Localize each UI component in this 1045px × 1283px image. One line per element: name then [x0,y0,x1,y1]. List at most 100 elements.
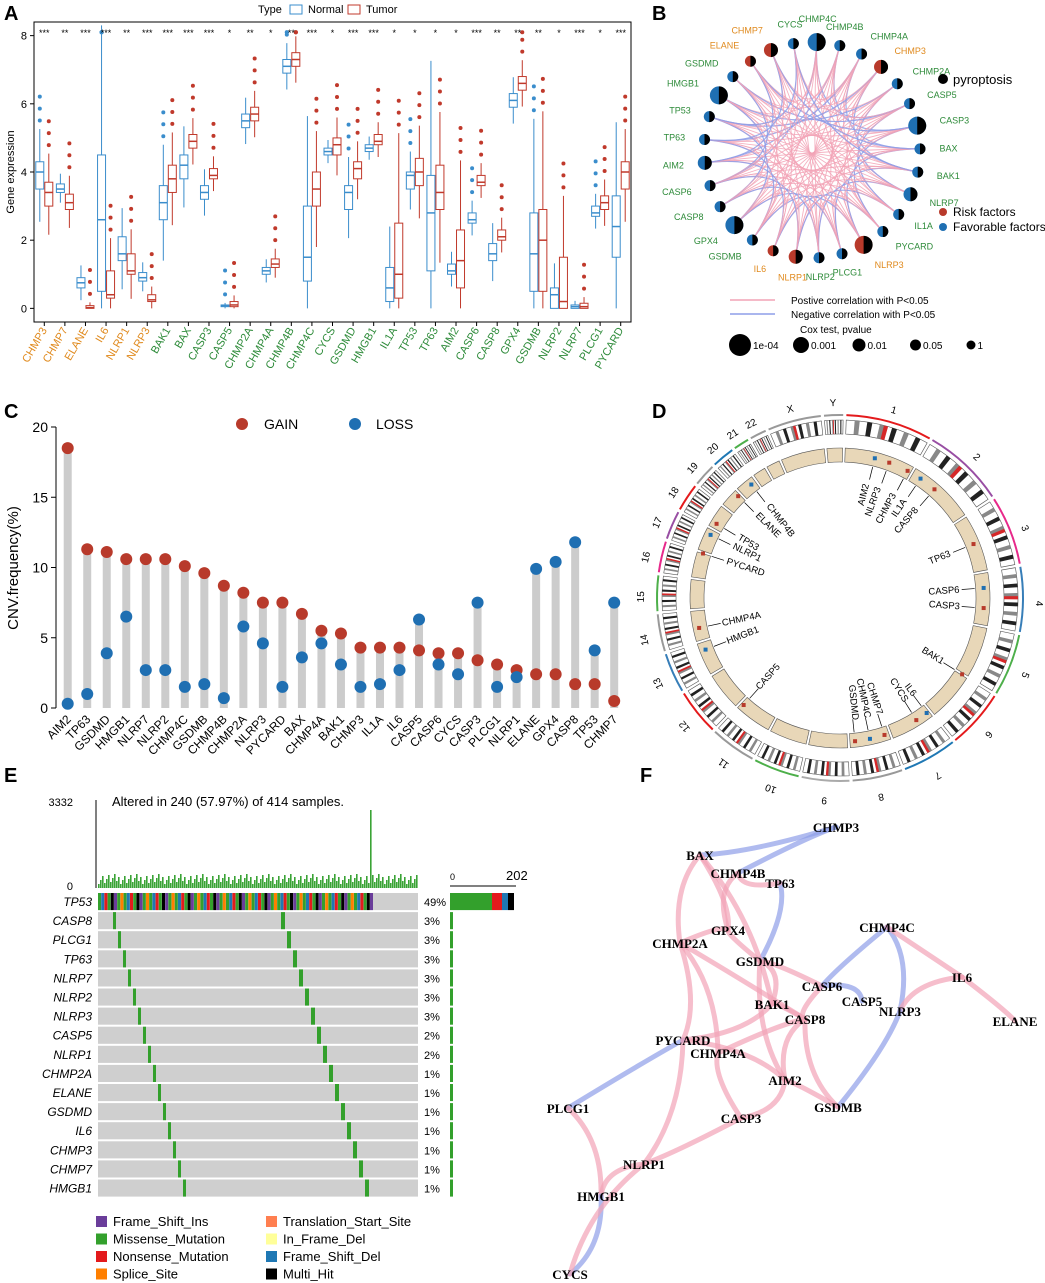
top-bar [202,874,204,888]
box-outlier-normal [593,183,598,188]
side-bar-nonsense [492,893,502,911]
loss-point [334,658,347,671]
gain-point [237,586,250,599]
chrom-band [709,476,721,487]
significance-label: *** [471,28,482,38]
loss-point [549,555,562,568]
oncoplot-row-bg [98,1084,418,1102]
corr-edge [565,1037,686,1111]
panel-label-d: D [652,401,666,423]
network-node-label: NLRP3 [875,260,904,270]
top-bar [152,875,154,888]
chrom-band [665,563,680,568]
box-tumor [620,161,630,190]
chrom-band [761,745,770,759]
box-outlier-tumor [479,152,484,157]
mutation-cell [162,893,165,911]
panel-label-e: E [4,765,17,787]
gene-tick [913,695,922,707]
chrom-ideogram [922,443,989,508]
top-bar [388,876,390,888]
box-outlier-tumor [46,143,51,148]
top-bar [188,880,190,888]
cox-legend-label: 0.05 [923,341,943,352]
mutation-cell [287,931,291,949]
corr-edge [780,1016,808,1083]
chrom-band [671,651,686,659]
box-outlier-tumor [170,121,175,126]
top-bar [392,879,394,888]
loss-point [120,610,133,623]
gain-point [530,668,543,681]
chrom-band [865,422,873,437]
cnv-stick [258,602,267,708]
gain-point [120,553,133,566]
gain-point [549,668,562,681]
top-bar [134,878,136,888]
mutation-cell [165,893,169,911]
oncoplot-gene-label: TP63 [63,952,92,966]
network-node-pyroptosis-half [839,40,846,52]
top-bar [398,878,400,888]
corr-node-label: GSDMD [736,954,784,969]
corr-node-label: CYCS [552,1267,587,1282]
box-normal [426,174,436,272]
top-bar [370,810,372,888]
oncoplot-pct-label: 49% [424,897,446,909]
loss-point [61,697,74,710]
mutation-cell [370,893,373,911]
chrom-band [761,438,769,451]
cnv-stick [141,559,150,708]
chrom-color-ring [954,695,996,741]
box-outlier-tumor [108,227,113,232]
top-bar [174,875,176,888]
mutation-cell [117,893,121,911]
network-node-label: CASP6 [662,187,692,197]
box-outlier-normal [161,110,166,115]
mutation-cell [98,893,101,911]
gene-cnv-marker [882,732,887,737]
box-outlier-tumor [149,252,154,257]
cnv-stick [356,647,365,708]
top-bar [292,881,294,888]
oncoplot-pct-label: 2% [424,1031,440,1043]
chrom-color-ring [801,775,850,782]
fav-legend-dot [939,223,947,231]
network-node-pyroptosis-half [718,86,728,105]
gene-label: CASP3 [928,599,960,612]
chrom-band [742,448,752,461]
gene-tick [919,495,929,507]
network-node-label: CHMP4A [870,32,908,42]
box-outlier-tumor [540,88,545,93]
gene-label: GSDMD [846,684,861,720]
oncoplot-pct-label: 2% [424,1050,440,1062]
x-label-gene: IL1A [359,712,386,739]
oncoplot-row-bg [98,969,418,987]
top-bar [178,878,180,888]
box-outlier-tumor [314,108,319,113]
mutation-cell [158,1084,161,1102]
chrom-band [665,630,680,636]
network-node-label: CHMP7 [731,26,763,36]
top-bar [118,877,120,888]
network-edge [792,43,884,232]
box-tumor [106,270,116,299]
box-tumor [126,253,136,275]
cox-legend-circle [910,339,921,351]
mutation-cell [216,893,220,911]
network-node-label: PLCG1 [833,267,863,277]
gain-point [159,553,172,566]
mutation-cell [168,893,172,911]
network-node-label: IL1A [914,221,933,231]
mutation-cell [123,950,126,968]
side-bar-missense [450,1007,453,1025]
network-node-pyroptosis-half [898,208,905,220]
gene-tick [896,478,904,491]
network-node-label: CASP5 [927,90,957,100]
cox-legend-circle [852,338,866,352]
significance-label: *** [368,28,379,38]
chrom-label: 1 [889,405,898,417]
cnv-stick [239,592,248,708]
top-bar [214,883,216,888]
